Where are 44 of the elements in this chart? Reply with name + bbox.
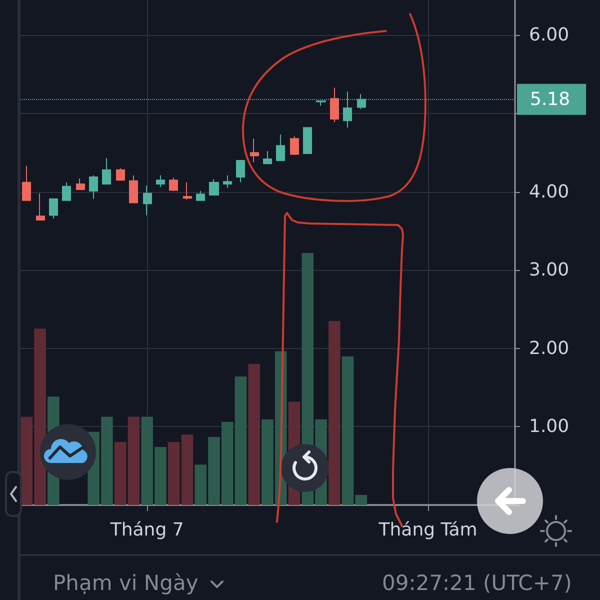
candlestick	[156, 174, 165, 188]
candlestick	[330, 87, 339, 123]
candlestick	[196, 190, 205, 201]
candlestick	[343, 91, 352, 128]
candlestick	[303, 127, 312, 154]
bar	[342, 356, 354, 505]
bar	[128, 416, 140, 505]
x-tick-label: Tháng 7	[109, 520, 184, 540]
candlestick	[169, 177, 178, 192]
ref-line-label: 5.18	[530, 88, 570, 110]
bar	[248, 364, 260, 505]
candlestick	[89, 174, 98, 200]
candlestick	[316, 100, 326, 106]
y-tick-label: 1.00	[529, 416, 570, 438]
candlestick	[102, 158, 111, 184]
bar	[355, 494, 368, 505]
x-tick-label: Tháng Tám	[378, 520, 478, 540]
y-tick-label: 2.00	[529, 338, 570, 359]
candlestick	[76, 178, 85, 190]
candlestick	[183, 182, 192, 200]
y-tick-label: 3.00	[529, 260, 570, 281]
candlestick	[223, 174, 232, 188]
candlestick	[36, 192, 45, 221]
candlestick	[276, 134, 285, 162]
candlestick	[209, 178, 219, 196]
candlestick	[263, 150, 272, 164]
text: Phạm vi Ngày	[53, 570, 200, 596]
y-tick-label: 6.00	[529, 24, 570, 46]
candlestick	[22, 165, 31, 201]
candlestick	[236, 160, 245, 183]
candlestick	[49, 198, 58, 219]
bar	[168, 442, 180, 505]
candlestick	[143, 185, 152, 216]
candlestick	[357, 93, 366, 110]
candlestick	[290, 136, 299, 156]
bar	[114, 442, 126, 505]
candlestick	[129, 174, 138, 204]
candlestick	[62, 182, 71, 201]
bar	[328, 321, 340, 505]
bar	[181, 434, 194, 505]
y-tick-label: 4.00	[529, 181, 570, 202]
candlestick	[116, 168, 125, 181]
candlestick	[250, 138, 259, 163]
text: 09:27:21 (UTC+7)	[382, 570, 572, 596]
